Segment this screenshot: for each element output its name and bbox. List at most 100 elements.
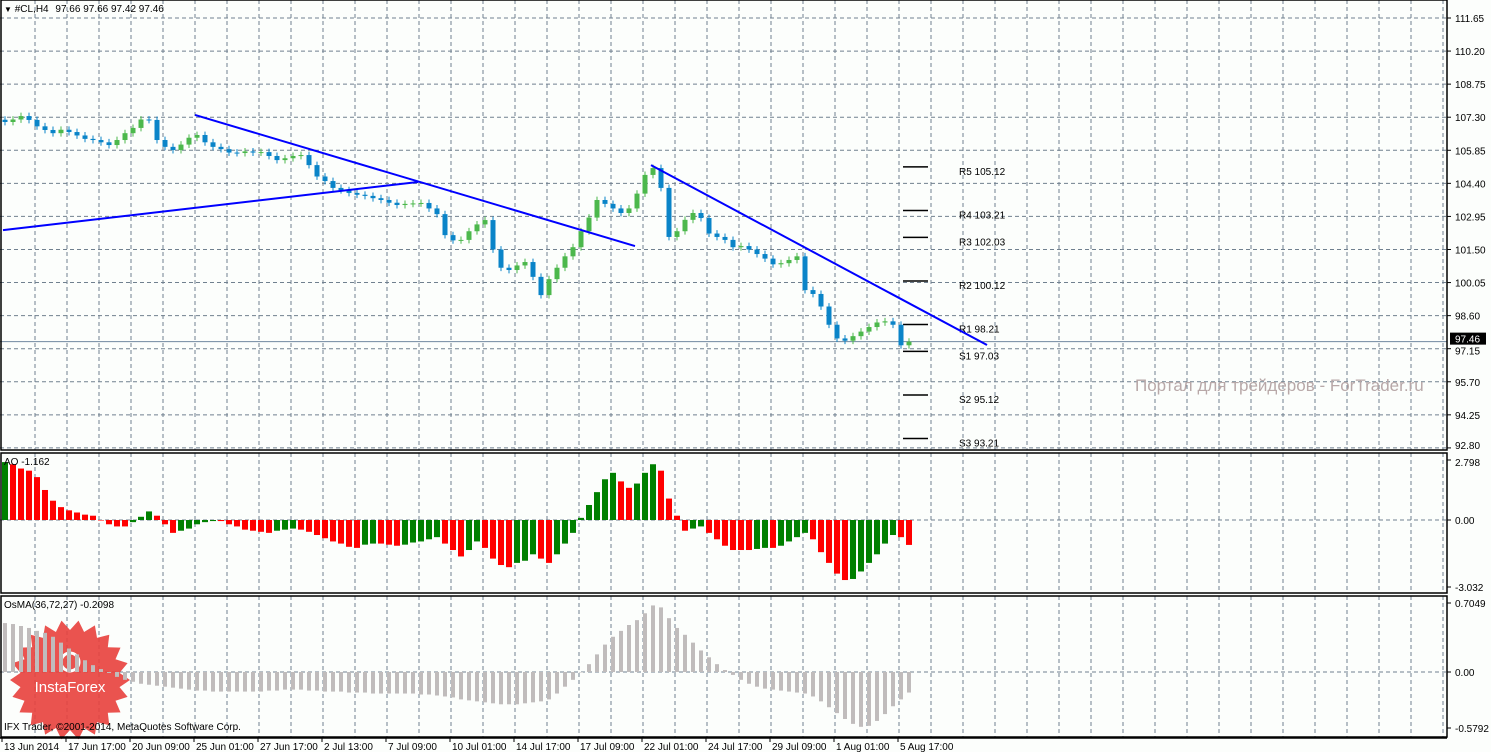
price-tick-label: 98.60: [1455, 312, 1480, 323]
candle-down: [274, 155, 280, 161]
candle-up: [258, 152, 264, 154]
osma-bar: [523, 672, 527, 704]
ao-bar: [826, 520, 832, 563]
osma-bar: [235, 672, 239, 692]
pivot-label: R5 105.12: [959, 167, 1006, 178]
candle-down: [218, 146, 224, 150]
ao-bar: [658, 470, 664, 520]
candle-up: [546, 279, 552, 296]
osma-bar: [491, 672, 495, 704]
price-tick-label: 104.40: [1455, 179, 1486, 190]
candle-up: [458, 239, 464, 241]
ao-bar: [2, 462, 8, 520]
ao-bar: [810, 520, 816, 540]
price-tick-label: 111.65: [1455, 14, 1485, 25]
osma-bar: [355, 672, 359, 693]
ao-bar: [186, 520, 192, 529]
candle-up: [650, 168, 656, 175]
candle-down: [234, 152, 240, 154]
candle-down: [314, 165, 320, 177]
ao-bar: [666, 498, 672, 520]
osma-bar: [307, 672, 311, 691]
ao-bar: [274, 520, 280, 531]
osma-bar: [99, 669, 103, 672]
pivot-label: R4 103.21: [959, 210, 1006, 221]
osma-bar: [339, 672, 343, 692]
ao-bar: [722, 520, 728, 546]
ao-bar: [802, 520, 808, 533]
ao-bar: [626, 487, 632, 520]
osma-bar: [499, 672, 503, 705]
candle-down: [698, 212, 704, 219]
osma-bar: [243, 672, 247, 692]
ao-bar: [314, 520, 320, 536]
ao-bar: [714, 520, 720, 540]
osma-bar: [395, 672, 399, 694]
candle-down: [802, 256, 808, 291]
ao-bar: [602, 479, 608, 520]
osma-bar: [579, 672, 583, 673]
time-tick-label: 17 Jun 17:00: [68, 742, 126, 752]
ao-bar: [282, 520, 288, 530]
trendlines[interactable]: [2, 113, 988, 346]
osma-bar: [75, 654, 79, 672]
ao-tick-label: 0.00: [1455, 516, 1475, 527]
ao-bar: [146, 511, 152, 520]
price-tick-label: 95.70: [1455, 378, 1480, 389]
ao-bar: [362, 520, 368, 545]
candle-down: [762, 254, 768, 259]
candle-down: [714, 233, 720, 237]
ao-bar: [490, 520, 496, 559]
ao-bar: [322, 520, 328, 539]
ao-bar: [674, 515, 680, 520]
ao-bar: [906, 520, 912, 545]
ao-bar: [434, 520, 440, 538]
candle-down: [74, 132, 80, 136]
candle-down: [706, 218, 712, 234]
price-tick-label: 101.50: [1455, 245, 1486, 256]
ao-bar: [130, 520, 136, 523]
osma-bar: [867, 672, 871, 726]
ao-bar: [98, 520, 104, 521]
ao-bar: [42, 489, 48, 520]
osma-bar: [11, 624, 15, 672]
candle-down: [2, 119, 8, 122]
candle-up: [554, 267, 560, 280]
candle-up: [634, 193, 640, 209]
osma-bar: [803, 672, 807, 694]
candle-up: [778, 263, 784, 265]
osma-bar: [547, 672, 551, 700]
candle-up: [474, 224, 480, 232]
ao-bar: [698, 520, 704, 527]
osma-bar: [291, 672, 295, 690]
osma-bar: [19, 625, 23, 672]
osma-bar: [139, 672, 143, 684]
osma-bar: [539, 672, 543, 702]
candle-down: [826, 306, 832, 325]
osma-bar: [843, 672, 847, 719]
osma-bar: [459, 672, 463, 700]
ao-bar: [202, 520, 208, 523]
candle-up: [738, 246, 744, 248]
osma-bar: [595, 654, 599, 672]
candle-up: [194, 134, 200, 138]
candle-up: [186, 137, 192, 145]
osma-bar: [387, 672, 391, 694]
candle-up: [58, 129, 64, 134]
osma-bar: [811, 672, 815, 697]
candle-down: [370, 195, 376, 199]
ao-bar: [858, 520, 864, 572]
candle-down: [722, 236, 728, 240]
ao-bar: [370, 520, 376, 544]
candle-up: [562, 256, 568, 268]
ao-bar: [682, 520, 688, 531]
ao-bar: [690, 520, 696, 529]
ao-bar: [546, 520, 552, 563]
candle-down: [498, 249, 504, 268]
osma-label: OsMA(36,72,27) -0.2098: [4, 600, 115, 611]
osma-bar: [131, 672, 135, 682]
candle-up: [794, 256, 800, 260]
chart-menu-triangle-icon[interactable]: ▼: [4, 5, 12, 14]
ao-bar: [866, 520, 872, 563]
